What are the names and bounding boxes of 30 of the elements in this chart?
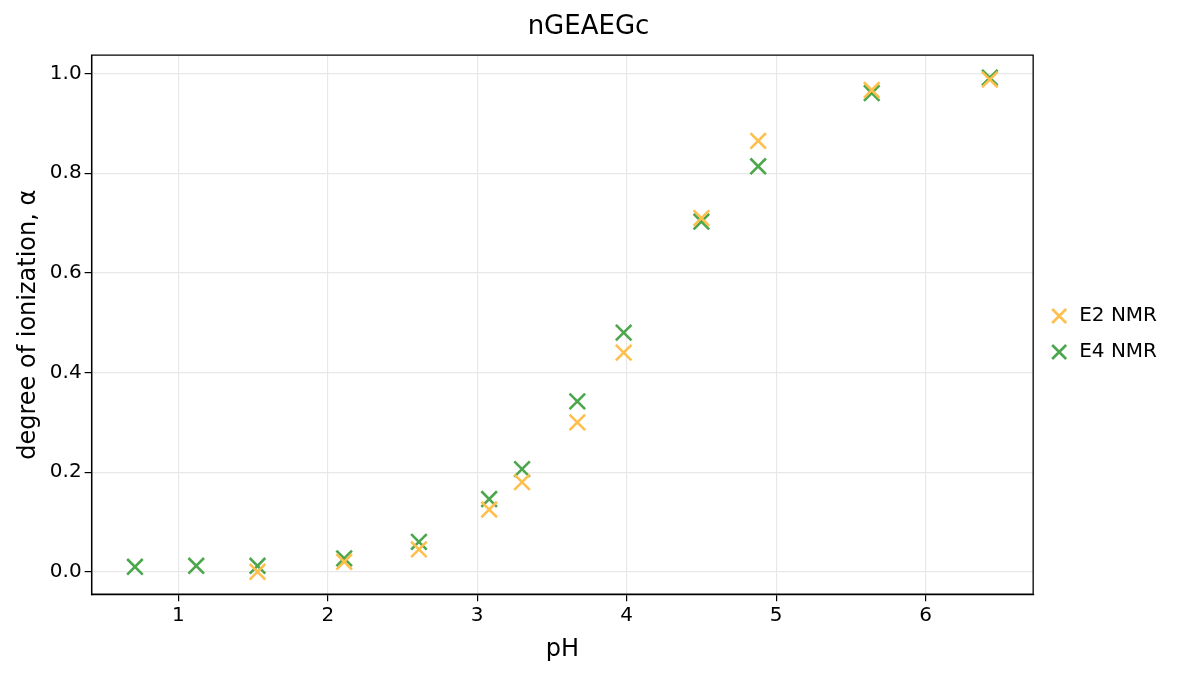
point [187,556,206,575]
point [248,562,267,581]
x-tick-label: 4 [620,602,634,627]
point [749,131,768,150]
point [568,413,587,432]
point [568,392,587,411]
y-axis-title: degree of ionization, α [12,189,41,460]
x-tick-label: 3 [470,602,484,627]
point [614,323,633,342]
y-tick-label: 0.6 [49,259,82,284]
y-tick-label: 1.0 [49,59,82,84]
point [614,343,633,362]
point [512,473,532,492]
chart-title: nGEAEGc [527,10,650,41]
y-tick-label: 0.4 [49,358,82,383]
point [480,500,499,519]
y-tick-label: 0.2 [49,458,82,483]
point [512,460,532,479]
point [409,540,428,559]
point [749,157,768,176]
legend-label: E2 NMR [1079,302,1158,327]
x-tick-label: 5 [769,602,783,627]
legend-label: E4 NMR [1079,338,1158,363]
x-tick-label: 6 [919,602,932,627]
point [125,557,145,576]
y-tick-label: 0.8 [49,159,82,184]
x-tick-label: 1 [171,602,185,627]
y-tick-label: 0.0 [49,557,82,582]
x-axis-title: pH [545,633,580,662]
x-tick-label: 2 [321,602,335,627]
